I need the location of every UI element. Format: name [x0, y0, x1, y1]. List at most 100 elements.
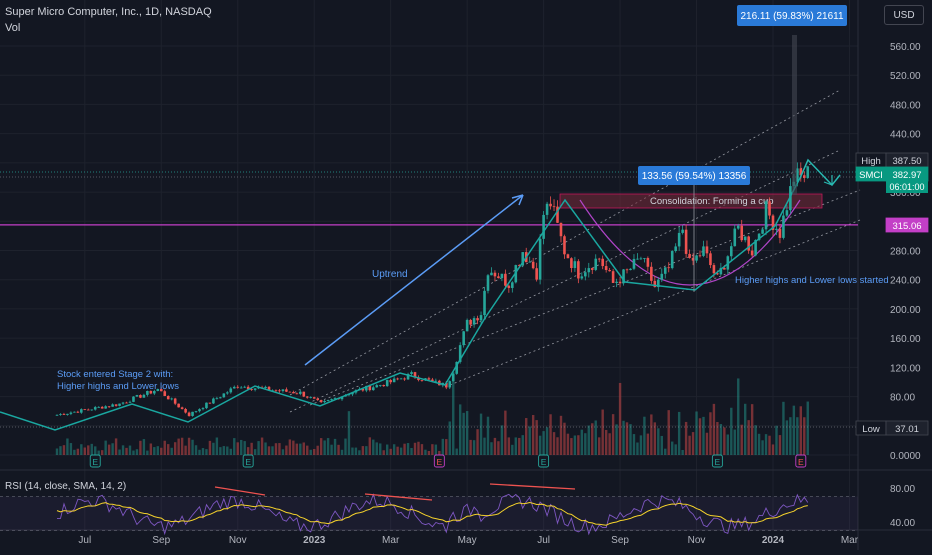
candle-body [375, 385, 379, 388]
candle-body [556, 206, 559, 223]
volume-bar [778, 435, 782, 455]
candle-body [643, 258, 646, 259]
volume-bar [785, 420, 789, 455]
volume-bar [90, 443, 93, 455]
candle-body [392, 378, 396, 383]
volume-bar [198, 449, 201, 455]
candle-body [448, 381, 452, 388]
candle-body [281, 389, 285, 392]
candle-body [705, 246, 709, 254]
candle-body [246, 386, 250, 390]
candle-body [667, 267, 671, 269]
candle-body [146, 391, 149, 395]
candle-body [465, 319, 469, 332]
candle-body [580, 276, 584, 279]
candle-body [243, 386, 246, 388]
candle-body [208, 402, 212, 404]
volume-bar [559, 415, 563, 455]
volume-bar [396, 446, 399, 455]
candle-body [191, 411, 194, 416]
volume-bar [316, 445, 319, 455]
time-tick-label: Nov [229, 535, 247, 546]
time-tick-label: 2024 [762, 535, 785, 546]
candle-body [601, 258, 604, 267]
candle-body [389, 380, 392, 383]
candle-body [170, 398, 173, 400]
candle-body [385, 380, 389, 387]
volume-bar [691, 432, 695, 455]
volume-bar [66, 438, 69, 455]
stage2-label-line2: Higher highs and Lower lows [57, 381, 179, 392]
volume-bar [747, 420, 750, 455]
candle-body [55, 414, 59, 416]
candle-body [135, 395, 139, 397]
currency-button[interactable]: USD [884, 5, 924, 25]
candle-body [264, 386, 267, 389]
price-tag-value: 37.01 [895, 424, 919, 435]
volume-bar [469, 439, 472, 455]
volume-bar [695, 411, 698, 455]
candle-body [132, 396, 135, 402]
volume-bar [730, 407, 733, 455]
volume-bar [441, 438, 445, 455]
volume-bar [677, 411, 681, 455]
candle-body [768, 201, 771, 216]
candle-body [740, 225, 744, 241]
earnings-marker-letter: E [541, 457, 547, 467]
price-tag-value-bg [885, 420, 929, 436]
volume-bar [792, 405, 796, 455]
volume-bar [709, 412, 712, 455]
candle-body [427, 378, 431, 380]
volume-bar [768, 435, 771, 455]
volume-bar [743, 403, 747, 455]
volume-bar [750, 404, 754, 455]
rsi-divergence-line [489, 483, 576, 490]
volume-bar [643, 416, 646, 455]
candle-body [604, 266, 608, 270]
trend-channel-line [449, 219, 861, 386]
candle-body [326, 400, 330, 401]
volume-bar [514, 437, 517, 455]
volume-bar [264, 442, 267, 455]
volume-bar [650, 414, 653, 455]
candle-body [212, 398, 215, 404]
volume-bar [128, 445, 132, 455]
price-tag-value: 382.97 [892, 170, 921, 181]
earnings-marker [538, 454, 550, 468]
consolidation-label: Consolidation: Forming a cup [650, 196, 774, 207]
volume-bar [184, 445, 187, 455]
price-tick-label: 160.00 [890, 334, 921, 345]
volume-bar [292, 440, 295, 455]
price-tick-label: 0.0000 [890, 451, 921, 462]
candle-body [573, 261, 577, 269]
volume-bar [796, 417, 799, 455]
candle-body [493, 272, 497, 277]
candle-body [472, 318, 476, 325]
volume-bar [410, 447, 413, 455]
volume-bar [570, 438, 573, 455]
volume-bar [326, 438, 330, 455]
volume-bar [253, 449, 257, 455]
volume-bar [684, 421, 688, 455]
candle-body [528, 261, 531, 263]
candle-body [782, 215, 785, 238]
volume-bar [403, 443, 406, 455]
volume-bar [406, 443, 410, 455]
volume-bar [285, 445, 288, 455]
candle-body [232, 386, 236, 389]
candle-body [309, 397, 313, 398]
volume-bar [212, 442, 215, 455]
candle-body [670, 251, 674, 269]
candle-body [486, 275, 490, 291]
candle-body [118, 403, 121, 406]
volume-bar [733, 429, 736, 455]
volume-bar [347, 411, 351, 455]
volume-bar [240, 439, 243, 455]
candle-body [507, 285, 511, 288]
volume-bar [584, 433, 587, 455]
candle-body [368, 385, 372, 391]
volume-bar [385, 444, 389, 455]
volume-bar [139, 440, 142, 455]
candle-body [521, 252, 525, 266]
